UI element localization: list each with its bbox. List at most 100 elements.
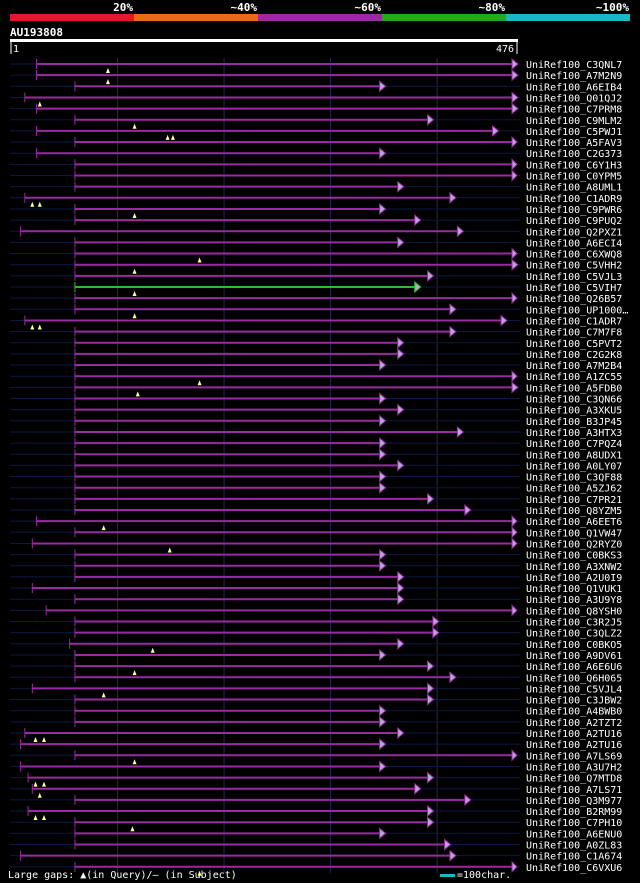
hit-end-arrow xyxy=(427,492,435,505)
hit-name: UniRef100_A3U9Y8 xyxy=(526,595,622,606)
hit-name: UniRef100_Q8YZM5 xyxy=(526,506,622,517)
hit-row: UniRef100_B2RM99 xyxy=(10,804,622,821)
query-gap-marker xyxy=(132,123,137,129)
hit-end-arrow xyxy=(511,169,518,182)
hit-row: UniRef100_C9MLM2 xyxy=(10,113,622,129)
hit-row: UniRef100_C0BKS3 xyxy=(10,548,622,562)
hit-end-arrow xyxy=(379,760,387,773)
hit-end-arrow xyxy=(397,459,405,472)
hit-end-arrow xyxy=(379,358,387,372)
hit-name: UniRef100_Q01QJ2 xyxy=(526,93,622,104)
legend-band-label: ~80% xyxy=(479,1,506,14)
query-gap-marker xyxy=(132,268,137,274)
query-gap-marker xyxy=(30,201,35,207)
hit-row: UniRef100_C5VJL4 xyxy=(10,682,622,698)
hit-row: UniRef100_C3JBW2 xyxy=(10,693,622,707)
hit-row: UniRef100_A6EIB4 xyxy=(10,80,622,93)
hit-end-arrow xyxy=(511,91,519,104)
hit-end-arrow xyxy=(449,191,457,204)
query-scale-bar xyxy=(10,39,518,42)
hit-row: UniRef100_A7LS71 xyxy=(10,782,622,798)
hit-name: UniRef100_A7M2B4 xyxy=(526,361,622,372)
hit-name: UniRef100_C5VIH7 xyxy=(526,283,622,294)
hit-name: UniRef100_B3JP45 xyxy=(526,417,622,428)
hit-end-arrow xyxy=(379,715,387,728)
hit-end-arrow xyxy=(379,147,387,160)
query-gap-marker xyxy=(33,815,38,821)
hit-name: UniRef100_A3U7H2 xyxy=(526,762,622,773)
hit-end-arrow xyxy=(500,314,508,327)
hit-name: UniRef100_A5FAV3 xyxy=(526,138,622,149)
hit-end-arrow xyxy=(511,514,518,528)
hit-name: UniRef100_C0BKS3 xyxy=(526,551,622,562)
hit-row: UniRef100_A3XNW2 xyxy=(10,559,622,573)
hit-name: UniRef100_A6ENU0 xyxy=(526,829,622,840)
hit-row: UniRef100_A0LY07 xyxy=(10,459,622,472)
hit-row: UniRef100_A2TU16 xyxy=(10,738,622,751)
hit-row: UniRef100_Q7MTD8 xyxy=(10,771,622,787)
hit-row: UniRef100_C1ADR9 xyxy=(10,191,622,207)
hit-name: UniRef100_C9PUQ2 xyxy=(526,216,622,227)
hit-name: UniRef100_C3QN66 xyxy=(526,395,622,406)
hit-end-arrow xyxy=(427,816,435,829)
hit-end-arrow xyxy=(427,771,435,784)
hit-end-arrow xyxy=(397,336,405,349)
hit-name: UniRef100_C5VHH2 xyxy=(526,261,622,272)
hit-end-arrow xyxy=(397,347,405,360)
hit-name: UniRef100_A6EIB4 xyxy=(526,82,622,93)
hit-end-arrow xyxy=(397,180,405,193)
hit-row: UniRef100_A2TZT2 xyxy=(10,715,622,729)
query-gap-marker xyxy=(105,68,110,73)
hit-name: UniRef100_C3QLZ2 xyxy=(526,629,622,640)
hit-row: UniRef100_A6ENU0 xyxy=(10,827,622,840)
hit-end-arrow xyxy=(397,403,405,416)
hit-end-arrow xyxy=(379,559,387,572)
hit-name: UniRef100_A2TU16 xyxy=(526,729,622,740)
hit-name: UniRef100_C7PH10 xyxy=(526,818,622,829)
query-gap-marker xyxy=(30,324,35,330)
hit-end-arrow xyxy=(491,124,500,137)
hit-name: UniRef100_C9PWR6 xyxy=(526,205,622,216)
hit-row: UniRef100_A2TU16 xyxy=(10,726,622,742)
hit-row: UniRef100_A6ECI4 xyxy=(10,236,622,249)
query-gap-marker xyxy=(135,391,140,397)
hit-row: UniRef100_B3JP45 xyxy=(10,414,622,428)
hit-row: UniRef100_A3U7H2 xyxy=(10,760,622,773)
hit-rows: UniRef100_C3QNL7UniRef100_A7M2N9UniRef10… xyxy=(10,57,628,876)
hit-row: UniRef100_A5ZJ62 xyxy=(10,481,622,495)
hit-end-arrow xyxy=(511,69,519,82)
hit-row: UniRef100_C7PQZ4 xyxy=(10,437,622,450)
hit-name: UniRef100_C5PWJ1 xyxy=(526,127,622,138)
query-gap-marker xyxy=(101,692,106,698)
hit-name: UniRef100_A2TU16 xyxy=(526,740,622,751)
hit-name: UniRef100_A7LS69 xyxy=(526,751,622,762)
hit-row: UniRef100_C7PH10 xyxy=(10,816,622,832)
hit-row: UniRef100_C6Y1H3 xyxy=(10,158,622,171)
hit-name: UniRef100_A6ECI4 xyxy=(526,238,622,249)
hit-name: UniRef100_C5PVT2 xyxy=(526,339,622,350)
hit-row: UniRef100_Q6H065 xyxy=(10,671,622,684)
hit-name: UniRef100_A0ZL83 xyxy=(526,841,622,852)
query-gap-marker xyxy=(197,380,202,386)
hit-row: UniRef100_Q2PXZ1 xyxy=(10,225,622,238)
hit-end-arrow xyxy=(379,202,387,216)
legend-band xyxy=(382,14,506,21)
hit-end-arrow xyxy=(427,660,435,673)
hit-row: UniRef100_C5VJL3 xyxy=(10,269,622,283)
query-gap-marker xyxy=(42,737,47,742)
legend-band xyxy=(258,14,382,21)
hit-row: UniRef100_C1ADR7 xyxy=(10,314,622,330)
query-gap-marker xyxy=(197,870,202,876)
hit-row: UniRef100_C6XWQ8 xyxy=(10,247,622,263)
hit-name: UniRef100_C2G2K8 xyxy=(526,350,622,361)
hit-name: UniRef100_A8UML1 xyxy=(526,183,622,194)
hit-name: UniRef100_Q2PXZ1 xyxy=(526,227,622,238)
hit-end-arrow xyxy=(397,581,405,595)
hit-end-arrow xyxy=(511,247,518,260)
query-gap-marker xyxy=(165,134,170,140)
query-gap-marker xyxy=(105,79,110,85)
hit-end-arrow xyxy=(464,793,472,806)
hit-end-arrow xyxy=(511,749,518,762)
hit-name: UniRef100_C3R2J5 xyxy=(526,618,622,629)
hit-name: UniRef100_C3JBW2 xyxy=(526,696,622,707)
